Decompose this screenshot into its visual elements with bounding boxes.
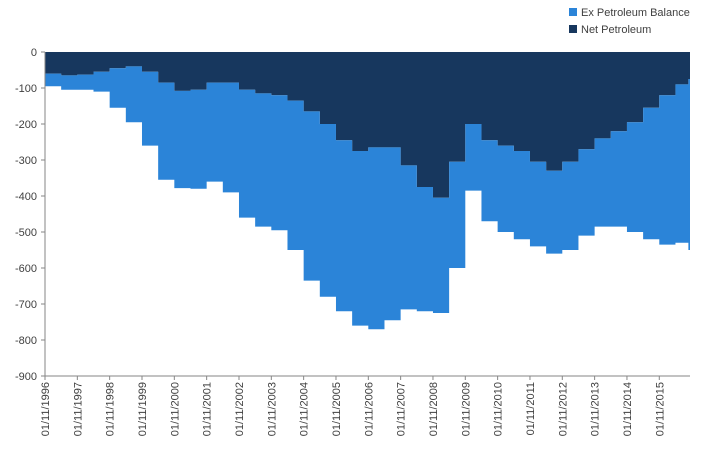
y-tick-label: -500 xyxy=(15,227,37,239)
x-tick-label: 01/11/2004 xyxy=(299,382,311,436)
legend-swatch xyxy=(569,25,577,33)
x-tick-label: 01/11/2000 xyxy=(169,382,181,436)
y-tick-label: -800 xyxy=(15,335,37,347)
y-tick-label: -100 xyxy=(15,83,37,95)
x-tick-label: 01/11/2011 xyxy=(525,382,537,435)
ex-petroleum-balance-area xyxy=(45,66,690,330)
net-petroleum-area xyxy=(45,52,690,198)
x-tick-label: 01/11/2006 xyxy=(363,382,375,436)
y-tick-label: -300 xyxy=(15,155,37,167)
y-tick-label: -400 xyxy=(15,191,37,203)
x-tick-label: 01/11/2014 xyxy=(622,382,634,436)
legend: Ex Petroleum Balance Net Petroleum xyxy=(569,7,690,36)
x-tick-label: 01/11/1999 xyxy=(137,382,149,436)
legend-swatch xyxy=(569,8,577,16)
x-tick-label: 01/11/2005 xyxy=(331,382,343,436)
y-tick-label: -600 xyxy=(15,263,37,275)
y-tick-label: -900 xyxy=(15,371,37,383)
x-tick-label: 01/11/2002 xyxy=(234,382,246,436)
y-tick-label: 0 xyxy=(31,47,37,59)
x-tick-label: 01/11/2001 xyxy=(202,382,214,436)
x-tick-label: 01/11/1997 xyxy=(72,382,84,436)
x-axis: 01/11/1996 01/11/1997 01/11/1998 01/11/1999… xyxy=(40,375,690,436)
x-tick-label: 01/11/2013 xyxy=(590,382,602,436)
x-tick-label: 01/11/2007 xyxy=(396,382,408,436)
x-tick-label: 01/11/2010 xyxy=(493,382,505,436)
y-tick-label: -200 xyxy=(15,119,37,131)
x-tick-label: 01/11/2008 xyxy=(428,382,440,436)
legend-label: Net Petroleum xyxy=(581,24,651,36)
y-tick-label: -700 xyxy=(15,299,37,311)
x-tick-label: 01/11/2015 xyxy=(654,382,666,436)
area-layer xyxy=(45,52,690,330)
x-tick-label: 01/11/2012 xyxy=(557,382,569,436)
x-tick-label: 01/11/2003 xyxy=(266,382,278,436)
x-tick-label: 01/11/2009 xyxy=(460,382,472,436)
y-axis: 0 -100 -200 -300 -400 -500 -600 -700 -800 -900 xyxy=(15,47,46,383)
x-tick-label: 01/11/1996 xyxy=(40,382,52,436)
x-tick-label: 01/11/1998 xyxy=(105,382,117,436)
legend-label: Ex Petroleum Balance xyxy=(581,7,690,19)
